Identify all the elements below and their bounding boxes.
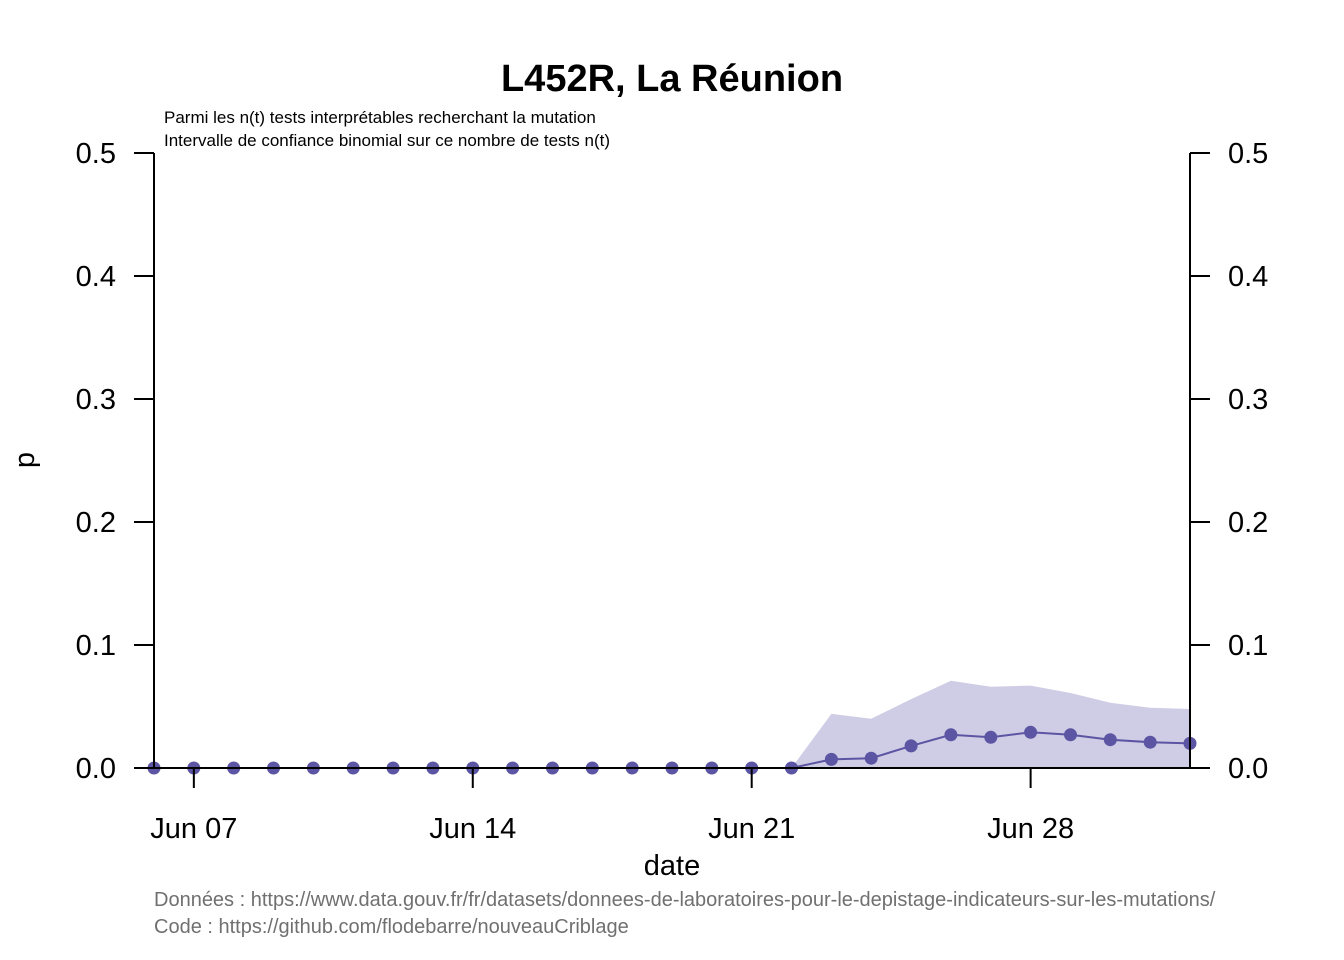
chart-title: L452R, La Réunion bbox=[501, 58, 843, 100]
data-point bbox=[904, 739, 918, 753]
data-point bbox=[864, 751, 878, 765]
x-tick-label: Jun 21 bbox=[708, 813, 795, 845]
y-tick-label-left: 0.2 bbox=[76, 507, 116, 539]
x-tick-label: Jun 28 bbox=[987, 813, 1074, 845]
data-point bbox=[1103, 733, 1117, 747]
y-tick-label-left: 0.0 bbox=[76, 753, 116, 785]
y-tick-label-right: 0.4 bbox=[1228, 261, 1268, 293]
x-tick-label: Jun 14 bbox=[429, 813, 516, 845]
data-point bbox=[1064, 728, 1077, 742]
y-tick-label-left: 0.3 bbox=[76, 384, 116, 416]
plot-area bbox=[147, 680, 1197, 775]
y-tick-label-right: 0.3 bbox=[1228, 384, 1268, 416]
subtitle-line-1: Parmi les n(t) tests interprétables rech… bbox=[164, 108, 596, 127]
credit-code-source: Code : https://github.com/flodebarre/nou… bbox=[154, 916, 629, 938]
y-tick-label-right: 0.1 bbox=[1228, 630, 1268, 662]
data-point bbox=[824, 752, 838, 766]
y-tick-label-left: 0.5 bbox=[76, 138, 116, 170]
data-point bbox=[944, 728, 958, 742]
subtitle-line-2: Intervalle de confiance binomial sur ce … bbox=[164, 131, 610, 150]
confidence-band bbox=[154, 680, 1190, 768]
y-tick-label-left: 0.1 bbox=[76, 630, 116, 662]
data-point bbox=[1024, 725, 1038, 739]
x-axis-label: date bbox=[644, 850, 700, 882]
y-tick-label-right: 0.0 bbox=[1228, 753, 1268, 785]
x-tick-label: Jun 07 bbox=[150, 813, 237, 845]
data-point bbox=[1143, 735, 1157, 749]
y-axis-label: p bbox=[9, 452, 41, 468]
y-ticks: 0.0 0.0 0.1 0.1 0.2 0.2 0.3 0.3 0.4 0.4 0.5 0.5 bbox=[76, 138, 1269, 785]
credit-data-source: Données : https://www.data.gouv.fr/fr/da… bbox=[154, 889, 1216, 911]
data-point bbox=[984, 730, 998, 744]
y-tick-label-left: 0.4 bbox=[76, 261, 116, 293]
x-ticks: Jun 07 Jun 14 Jun 21 Jun 28 bbox=[150, 768, 1074, 845]
y-tick-label-right: 0.2 bbox=[1228, 507, 1268, 539]
y-tick-label-right: 0.5 bbox=[1228, 138, 1268, 170]
